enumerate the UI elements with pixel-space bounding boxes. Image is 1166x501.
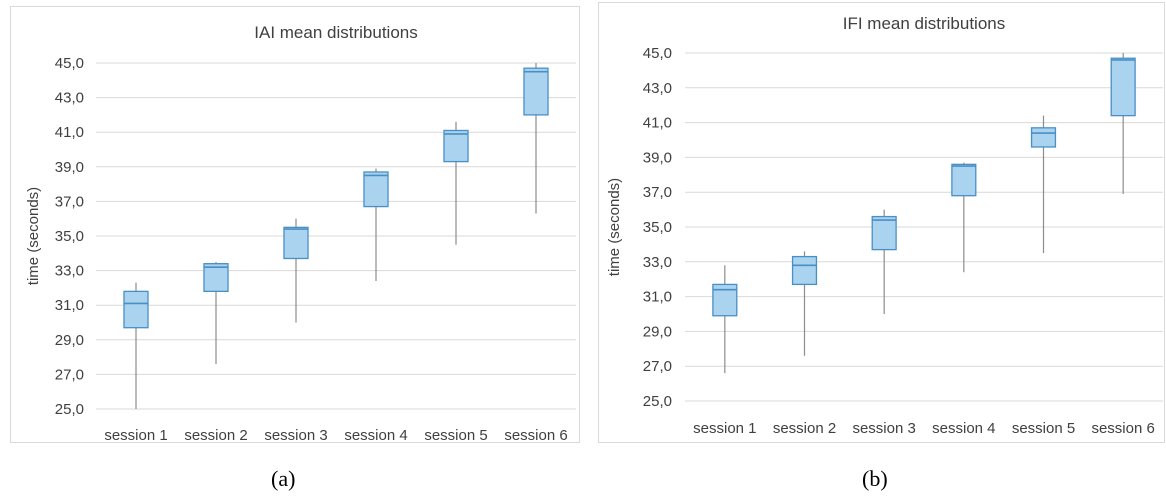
y-tick-label: 31,0 [55,297,84,314]
y-tick-label: 37,0 [643,184,672,201]
x-tick-label: session 4 [344,427,407,444]
y-tick-label: 43,0 [55,90,84,107]
chart-title: IFI mean distributions [843,14,1006,33]
x-tick-label: session 5 [1012,420,1075,437]
y-axis-label: time (seconds) [25,187,42,285]
box-1 [712,265,738,374]
y-tick-label: 27,0 [643,358,672,375]
y-tick-label: 27,0 [55,366,84,383]
box-body [951,163,977,197]
box-3 [871,209,897,314]
box-1 [123,282,149,409]
x-tick-label: session 5 [424,427,487,444]
x-tick-label: session 1 [693,420,756,437]
x-tick-label: session 3 [852,420,915,437]
y-tick-label: 41,0 [643,115,672,132]
box-plot-ifi: IFI mean distributions time (seconds) 25,0… [606,14,1163,437]
chart-panel-a: IAI mean distributions time (seconds) 25,0… [10,6,580,444]
x-tick-label: session 2 [184,427,247,444]
x-tick-label: session 3 [264,427,327,444]
box-5 [1030,115,1057,254]
box-4 [951,162,977,273]
y-tick-label: 45,0 [643,45,672,62]
box-body [1110,57,1136,117]
box-body [791,255,818,286]
x-tick-label: session 4 [932,420,995,437]
y-tick-label: 29,0 [643,323,672,340]
box-2 [791,251,818,356]
box-body [523,67,549,116]
x-tick-label: session 6 [504,427,567,444]
box-body [363,171,389,208]
box-6 [523,63,549,214]
y-tick-label: 25,0 [643,393,672,410]
x-tick-label: session 2 [773,420,836,437]
box-4 [363,168,389,281]
box-2 [203,261,229,365]
box-6 [1110,53,1136,194]
y-tick-label: 43,0 [643,80,672,97]
y-tick-label: 29,0 [55,332,84,349]
y-tick-label: 37,0 [55,193,84,210]
box-body [443,129,469,163]
box-body [1030,127,1057,148]
chart-panel-b: IFI mean distributions time (seconds) 25,0… [598,2,1165,443]
box-3 [283,218,309,323]
x-tick-label: session 1 [104,427,167,444]
box-body [871,215,897,251]
y-tick-label: 41,0 [55,124,84,141]
panel-label-b: (b) [862,466,888,491]
y-tick-label: 25,0 [55,401,84,418]
box-body [283,226,309,260]
panel-label-a: (a) [271,466,296,491]
box-5 [443,121,469,245]
y-tick-label: 39,0 [643,149,672,166]
box-body [123,290,149,329]
box-plot-iai: IAI mean distributions time (seconds) 25,0… [25,23,576,444]
y-tick-label: 33,0 [55,263,84,280]
y-tick-label: 35,0 [55,228,84,245]
y-tick-label: 31,0 [643,289,672,306]
chart-title: IAI mean distributions [254,23,417,42]
box-body [203,263,229,293]
y-tick-label: 45,0 [55,55,84,72]
y-tick-label: 35,0 [643,219,672,236]
y-axis-label: time (seconds) [606,178,623,276]
box-body [712,283,738,317]
y-tick-label: 33,0 [643,254,672,271]
x-tick-label: session 6 [1091,420,1154,437]
y-tick-label: 39,0 [55,159,84,176]
